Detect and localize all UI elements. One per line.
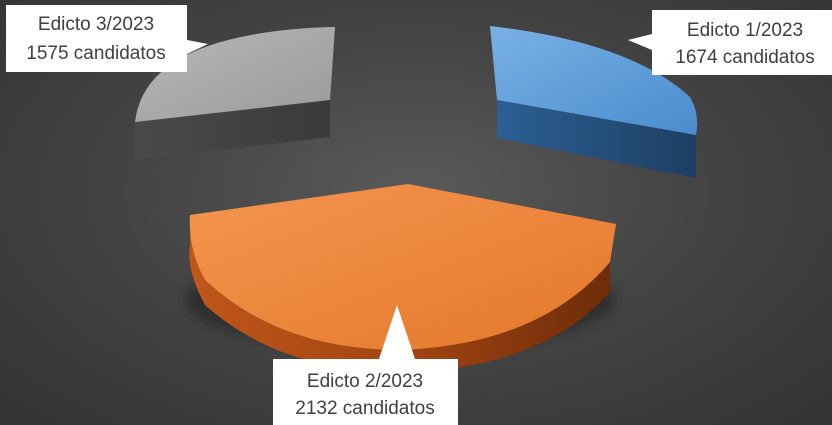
callout-edicto-2: Edicto 2/2023 2132 candidatos [273, 305, 458, 425]
slice-gray [135, 27, 335, 160]
slice-blue-side [497, 100, 696, 178]
slice-orange [189, 184, 616, 372]
callout-2-label: Edicto 2/2023 [307, 371, 423, 392]
callout-1-value: 1674 candidatos [675, 47, 814, 68]
callout-3-label: Edicto 3/2023 [38, 14, 154, 35]
slice-gray-side [135, 100, 330, 160]
callout-edicto-3: Edicto 3/2023 1575 candidatos [6, 5, 208, 72]
callout-1-box [628, 10, 832, 75]
slice-blue-top [490, 26, 698, 135]
slice-gray-top [135, 27, 335, 122]
callout-2-value: 2132 candidatos [295, 398, 434, 419]
callout-3-value: 1575 candidatos [26, 43, 165, 64]
slice-orange-top [189, 184, 616, 350]
callout-edicto-1: Edicto 1/2023 1674 candidatos [628, 10, 832, 75]
slice-orange-side [189, 215, 610, 372]
callout-2-box [273, 305, 458, 425]
callout-3-box [6, 5, 208, 72]
slice-blue [490, 26, 698, 178]
callout-1-label: Edicto 1/2023 [687, 20, 803, 41]
